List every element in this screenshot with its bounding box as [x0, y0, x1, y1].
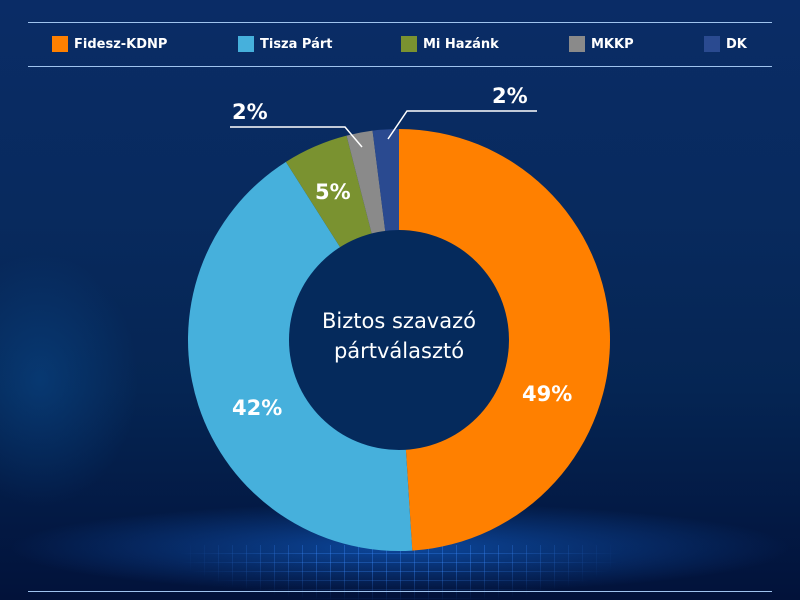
center-label-line1: Biztos szavazó: [322, 309, 476, 333]
legend-item-dk: DK: [704, 36, 747, 52]
background-grid-floor: [120, 545, 680, 600]
legend-label: Tisza Párt: [260, 36, 333, 52]
legend-label: MKKP: [591, 36, 634, 52]
leader-line-mkkp: [230, 126, 363, 148]
chart-legend: Fidesz-KDNP Tisza Párt Mi Hazánk MKKP DK: [52, 22, 772, 66]
slice-label-mkkp: 2%: [232, 100, 268, 124]
slice-label-tisza: 42%: [232, 396, 283, 420]
leader-line-dk: [387, 110, 537, 140]
legend-divider: [28, 66, 772, 67]
legend-item-mi-hazank: Mi Hazánk: [401, 36, 499, 52]
legend-swatch: [238, 36, 254, 52]
legend-swatch: [401, 36, 417, 52]
legend-item-tisza: Tisza Párt: [238, 36, 333, 52]
legend-swatch: [569, 36, 585, 52]
legend-swatch: [704, 36, 720, 52]
legend-item-mkkp: MKKP: [569, 36, 634, 52]
slice-label-dk: 2%: [492, 84, 528, 108]
legend-label: DK: [726, 36, 747, 52]
slice-label-fidesz: 49%: [522, 382, 573, 406]
donut-center-label: Biztos szavazó pártválasztó: [289, 306, 509, 366]
legend-swatch: [52, 36, 68, 52]
legend-label: Fidesz-KDNP: [74, 36, 168, 52]
top-divider: [28, 22, 772, 23]
donut-hole: [289, 230, 509, 450]
center-label-line2: pártválasztó: [333, 339, 465, 363]
legend-item-fidesz: Fidesz-KDNP: [52, 36, 167, 52]
slice-label-mi-hazank: 5%: [315, 180, 351, 204]
bottom-divider: [28, 591, 772, 592]
legend-label: Mi Hazánk: [423, 36, 499, 52]
